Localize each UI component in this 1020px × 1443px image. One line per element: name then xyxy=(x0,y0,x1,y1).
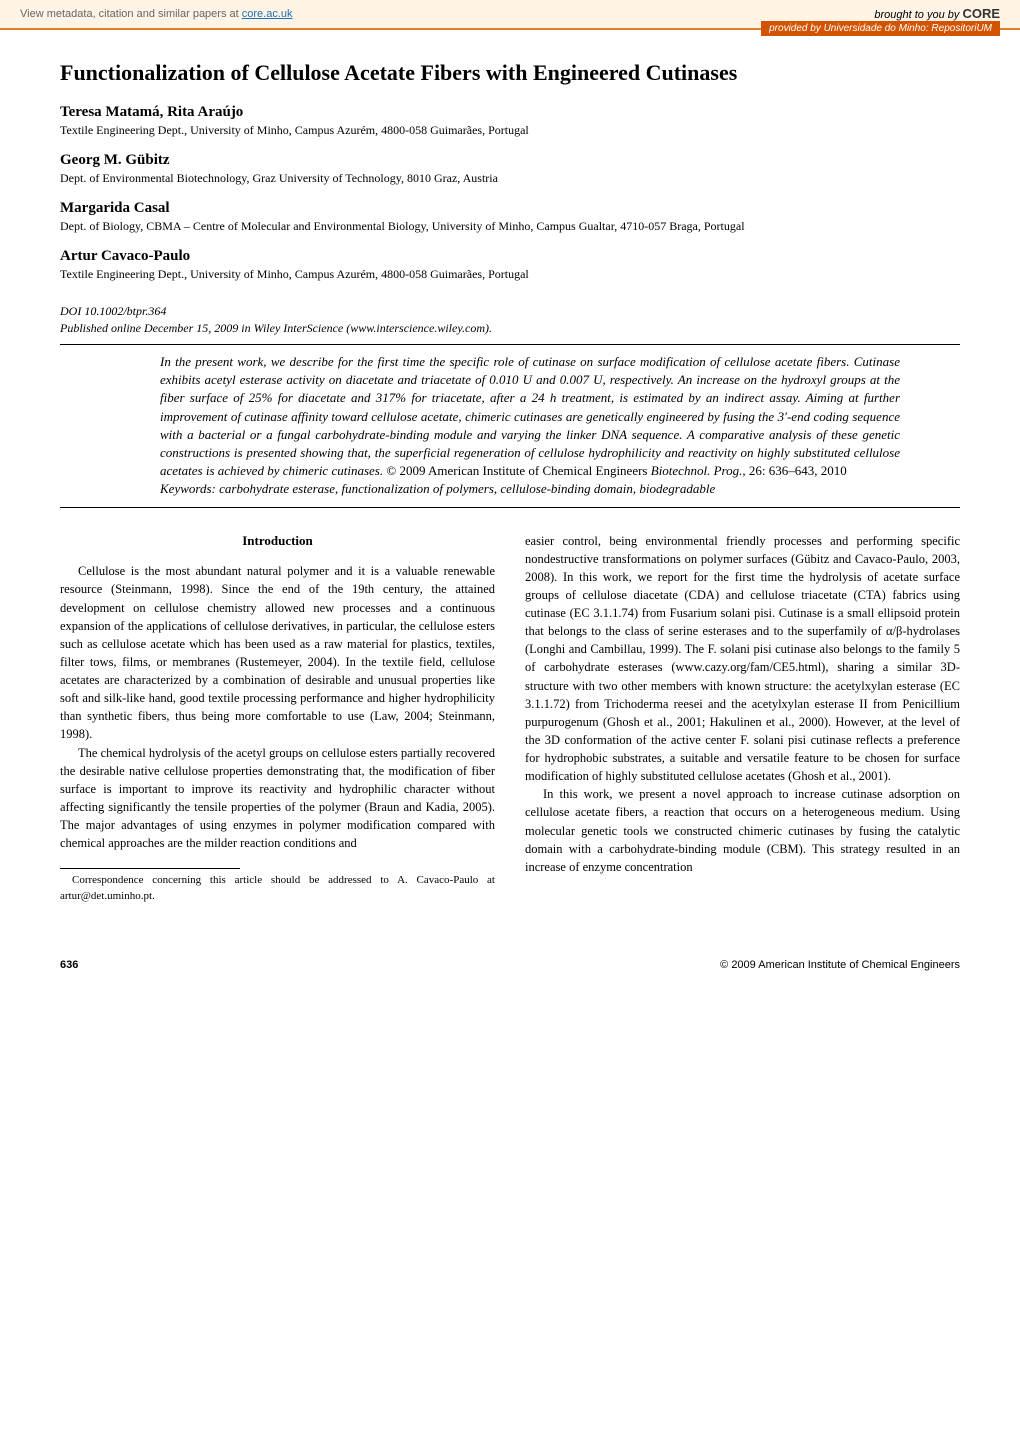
abstract-cite: 26: 636–643, 2010 xyxy=(746,463,847,478)
banner-brought: brought to you by CORE xyxy=(761,6,1000,21)
author-block-3: Artur Cavaco-Paulo Textile Engineering D… xyxy=(60,248,960,282)
author-name-3: Artur Cavaco-Paulo xyxy=(60,248,960,265)
abstract-copyright: © 2009 American Institute of Chemical En… xyxy=(383,463,651,478)
author-block-0: Teresa Matamá, Rita Araújo Textile Engin… xyxy=(60,104,960,138)
keywords-label: Keywords: xyxy=(160,481,219,496)
intro-p1: Cellulose is the most abundant natural p… xyxy=(60,562,495,743)
page-content: Functionalization of Cellulose Acetate F… xyxy=(0,30,1020,945)
banner-right: brought to you by CORE provided by Unive… xyxy=(761,6,1000,36)
correspondence: Correspondence concerning this article s… xyxy=(60,873,495,905)
keywords: carbohydrate esterase, functionalization… xyxy=(219,481,715,496)
page-footer: 636 © 2009 American Institute of Chemica… xyxy=(0,945,1020,991)
intro-p2: The chemical hydrolysis of the acetyl gr… xyxy=(60,744,495,853)
author-name-0: Teresa Matamá, Rita Araújo xyxy=(60,104,960,121)
banner-provided: provided by Universidade do Minho: Repos… xyxy=(761,21,1000,36)
article-title: Functionalization of Cellulose Acetate F… xyxy=(60,60,960,86)
author-name-1: Georg M. Gübitz xyxy=(60,152,960,169)
doi: DOI 10.1002/btpr.364 xyxy=(60,304,960,319)
author-affil-1: Dept. of Environmental Biotechnology, Gr… xyxy=(60,171,960,186)
two-column-body: Introduction Cellulose is the most abund… xyxy=(60,532,960,906)
author-block-2: Margarida Casal Dept. of Biology, CBMA –… xyxy=(60,200,960,234)
author-affil-3: Textile Engineering Dept., University of… xyxy=(60,267,960,282)
page-number: 636 xyxy=(60,959,78,971)
core-logo[interactable]: CORE xyxy=(962,6,1000,21)
banner-metadata-text: View metadata, citation and similar pape… xyxy=(20,8,242,20)
section-introduction: Introduction xyxy=(60,532,495,551)
abstract-journal: Biotechnol. Prog., xyxy=(651,463,746,478)
author-block-1: Georg M. Gübitz Dept. of Environmental B… xyxy=(60,152,960,186)
footer-copyright: © 2009 American Institute of Chemical En… xyxy=(720,959,960,971)
banner-metadata-link[interactable]: core.ac.uk xyxy=(242,8,293,20)
banner-brought-text: brought to you by xyxy=(874,9,962,21)
pub-info: Published online December 15, 2009 in Wi… xyxy=(60,321,960,336)
author-name-2: Margarida Casal xyxy=(60,200,960,217)
divider-top xyxy=(60,344,960,345)
left-column: Introduction Cellulose is the most abund… xyxy=(60,532,495,906)
abstract-body: In the present work, we describe for the… xyxy=(160,354,900,478)
author-affil-0: Textile Engineering Dept., University of… xyxy=(60,123,960,138)
right-column: easier control, being environmental frie… xyxy=(525,532,960,906)
correspondence-divider xyxy=(60,868,240,869)
author-affil-2: Dept. of Biology, CBMA – Centre of Molec… xyxy=(60,219,960,234)
divider-bottom xyxy=(60,507,960,508)
abstract: In the present work, we describe for the… xyxy=(160,353,900,499)
intro-p4: In this work, we present a novel approac… xyxy=(525,785,960,876)
intro-p3: easier control, being environmental frie… xyxy=(525,532,960,786)
repository-banner: View metadata, citation and similar pape… xyxy=(0,0,1020,30)
